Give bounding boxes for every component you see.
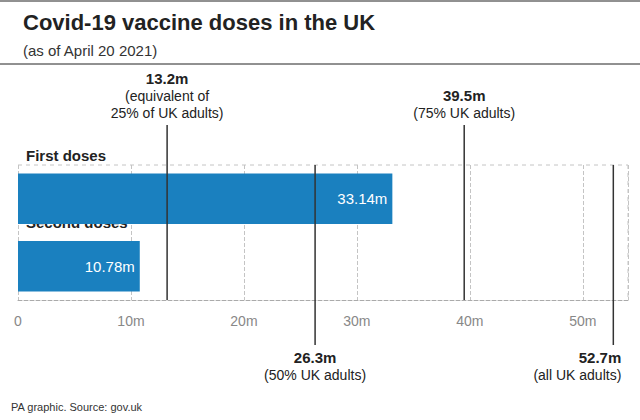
svg-text:33.14m: 33.14m — [337, 190, 387, 207]
svg-text:26.3m: 26.3m — [294, 349, 337, 366]
svg-text:40m: 40m — [456, 313, 483, 329]
svg-text:(75% UK adults): (75% UK adults) — [413, 105, 515, 121]
svg-text:PA graphic. Source: gov.uk: PA graphic. Source: gov.uk — [11, 401, 143, 413]
svg-text:10.78m: 10.78m — [85, 258, 135, 275]
svg-text:(all UK adults): (all UK adults) — [533, 367, 621, 383]
svg-text:Covid-19 vaccine doses in the: Covid-19 vaccine doses in the UK — [23, 10, 375, 35]
svg-text:25% of UK adults): 25% of UK adults) — [111, 105, 224, 121]
svg-text:13.2m: 13.2m — [146, 70, 189, 87]
svg-text:10m: 10m — [117, 313, 144, 329]
svg-text:50m: 50m — [569, 313, 596, 329]
svg-text:(as of April 20 2021): (as of April 20 2021) — [23, 42, 157, 59]
svg-text:0: 0 — [14, 313, 22, 329]
svg-text:39.5m: 39.5m — [443, 87, 486, 104]
svg-text:20m: 20m — [230, 313, 257, 329]
svg-text:(equivalent of: (equivalent of — [125, 88, 209, 104]
svg-text:(50% UK adults): (50% UK adults) — [264, 367, 366, 383]
svg-text:30m: 30m — [343, 313, 370, 329]
svg-text:First doses: First doses — [26, 147, 106, 164]
svg-text:52.7m: 52.7m — [579, 349, 622, 366]
